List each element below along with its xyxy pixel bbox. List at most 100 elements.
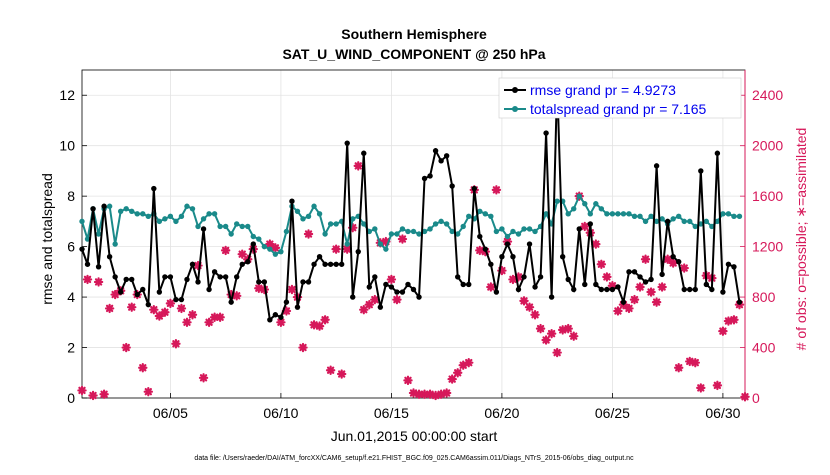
axes: 06/05 06/10 06/15 06/20 06/25 06/300246810120… xyxy=(59,70,783,421)
rmse-point xyxy=(410,286,417,293)
obs-star-stroke xyxy=(139,364,147,372)
obs-assimilated-point xyxy=(668,258,678,268)
obs-star-stroke xyxy=(669,259,677,267)
rmse-point xyxy=(432,148,439,154)
totalspread-point xyxy=(587,211,593,217)
totalspread-point xyxy=(421,228,428,235)
totalspread-point xyxy=(687,218,693,225)
obs-assimilated-point xyxy=(441,388,452,398)
totalspread-point xyxy=(228,231,234,237)
obs-assimilated-point xyxy=(237,249,247,259)
rmse-point xyxy=(664,218,671,225)
obs-assimilated-point xyxy=(723,316,734,326)
obs-assimilated-point xyxy=(110,289,120,300)
rmse-point xyxy=(416,294,422,300)
obs-star-stroke xyxy=(409,389,418,397)
rmse-point xyxy=(443,153,450,159)
rmse-point xyxy=(493,289,500,295)
obs-assimilated-point xyxy=(99,389,109,399)
x-tick-label: 06/15 xyxy=(374,405,409,421)
obs-star-stroke xyxy=(299,343,307,352)
obs-assimilated-point xyxy=(198,373,209,383)
rmse-point xyxy=(421,175,428,182)
totalspread-point xyxy=(626,211,632,217)
totalspread-point xyxy=(443,221,450,227)
obs-star-stroke xyxy=(288,285,296,294)
totalspread-point xyxy=(145,213,151,220)
rmse-point xyxy=(488,261,494,267)
obs-star-stroke xyxy=(603,273,611,281)
totalspread-point xyxy=(488,213,494,220)
obs-assimilated-point xyxy=(386,274,397,285)
rmse-point xyxy=(394,289,400,295)
rmse-point xyxy=(532,284,538,290)
obs-star-stroke xyxy=(641,255,650,263)
totalspread-point xyxy=(322,231,328,237)
obs-star-stroke xyxy=(536,324,545,333)
rmse-point xyxy=(355,248,361,255)
data-file-footer: data file: /Users/raeder/DAI/ATM_forcXX/… xyxy=(194,455,634,462)
obs-assimilated-point xyxy=(696,383,706,393)
totalspread-point xyxy=(311,203,317,209)
obs-star-stroke xyxy=(122,343,130,352)
obs-star-stroke xyxy=(597,260,606,268)
totalspread-point xyxy=(631,213,638,220)
rmse-point xyxy=(294,304,301,310)
totalspread-point xyxy=(123,206,129,212)
rmse-point xyxy=(427,173,433,179)
obs-star-stroke xyxy=(675,364,683,372)
totalspread-point xyxy=(211,211,218,217)
totalspread-point xyxy=(195,223,201,230)
rmse-point xyxy=(311,261,317,267)
obs-star-stroke xyxy=(343,245,351,253)
totalspread-point xyxy=(659,216,665,222)
obs-star-stroke xyxy=(365,300,373,309)
rmse-point xyxy=(587,221,593,227)
rmse-point xyxy=(460,281,466,288)
obs-assimilated-point xyxy=(535,323,546,334)
obs-star-stroke xyxy=(326,366,335,374)
obs-assimilated-point xyxy=(453,368,463,378)
obs-star-stroke xyxy=(442,389,451,397)
y-tick-label-left: 0 xyxy=(67,390,75,406)
totalspread-point xyxy=(565,211,571,217)
obs-assimilated-point xyxy=(309,320,319,330)
obs-assimilated-point xyxy=(254,283,264,293)
obs-star-stroke xyxy=(426,390,434,398)
totalspread-point xyxy=(504,233,511,240)
totalspread-point xyxy=(140,211,146,217)
rmse-point xyxy=(736,299,743,305)
totalspread-point xyxy=(134,211,140,217)
rmse-point xyxy=(670,254,676,260)
totalspread-point xyxy=(344,241,350,247)
rmse-point xyxy=(228,299,234,305)
obs-assimilated-point xyxy=(436,389,446,399)
totalspread-point xyxy=(543,211,549,217)
totalspread-point xyxy=(609,211,616,217)
y-tick-label-right: 2400 xyxy=(752,87,783,103)
rmse-point xyxy=(101,203,107,209)
obs-star-stroke xyxy=(525,303,534,311)
totalspread-point xyxy=(493,228,500,235)
obs-assimilated-point xyxy=(685,356,695,367)
totalspread-point xyxy=(283,228,290,235)
totalspread-point xyxy=(333,221,339,227)
rmse-point xyxy=(698,168,704,174)
rmse-point xyxy=(234,274,240,280)
rmse-point xyxy=(305,279,312,285)
obs-star-stroke xyxy=(415,390,423,398)
totalspread-point xyxy=(178,213,185,220)
rmse-point xyxy=(217,274,223,280)
totalspread-point xyxy=(526,226,533,232)
totalspread-point xyxy=(703,218,710,225)
obs-assimilated-point xyxy=(640,254,651,264)
chart-title-line1: Southern Hemisphere xyxy=(341,26,487,42)
rmse-point xyxy=(151,185,157,192)
obs-star-stroke xyxy=(531,311,539,319)
totalspread-point xyxy=(637,213,643,220)
totalspread-point xyxy=(162,216,168,222)
totalspread-point xyxy=(206,211,212,217)
obs-assimilated-point xyxy=(182,317,192,328)
totalspread-point xyxy=(554,198,560,204)
obs-assimilated-point xyxy=(447,374,457,384)
